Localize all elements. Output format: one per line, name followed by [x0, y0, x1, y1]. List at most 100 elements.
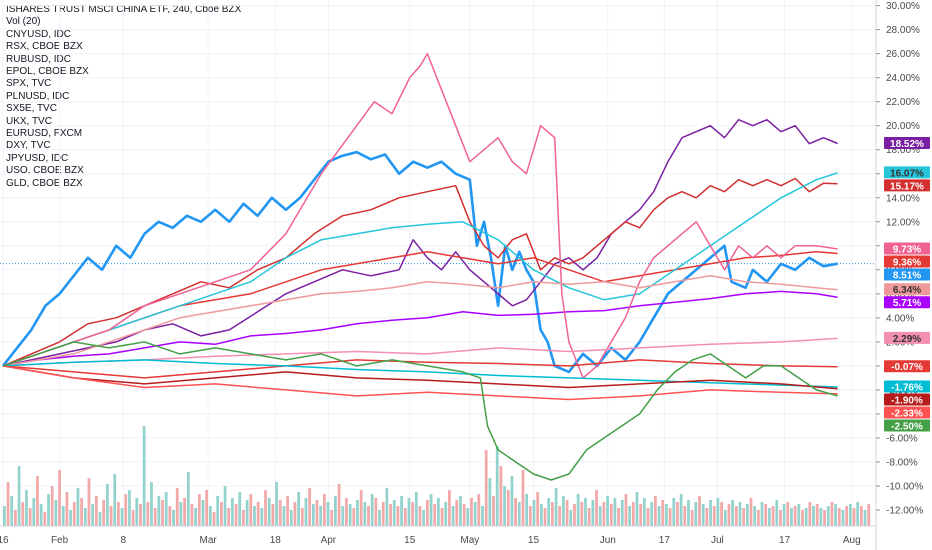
- y-tick-label: 14.00%: [886, 193, 920, 204]
- value-badge-label: 5.71%: [893, 298, 921, 309]
- volume-bar: [271, 504, 275, 526]
- volume-bar: [381, 502, 385, 526]
- volume-bar: [609, 504, 613, 526]
- value-badge-label: 15.17%: [890, 181, 924, 192]
- volume-bar: [756, 510, 760, 526]
- volume-bar: [334, 496, 337, 526]
- volume-bar: [576, 494, 580, 526]
- value-badge-label: 8.51%: [893, 271, 921, 282]
- volume-bar: [370, 494, 374, 526]
- volume-bar: [205, 490, 209, 526]
- volume-bar: [396, 506, 400, 526]
- volume-bar: [698, 496, 701, 526]
- series-line: [2, 275, 838, 367]
- volume-bar: [812, 506, 815, 526]
- volume-bar: [113, 474, 117, 526]
- volume-bar: [639, 504, 643, 526]
- value-badge-label: -1.76%: [891, 383, 923, 394]
- volume-bar: [830, 502, 834, 526]
- volume-bar: [539, 504, 543, 526]
- volume-bar: [672, 498, 676, 526]
- volume-bar: [124, 494, 128, 526]
- y-tick-label: 28.00%: [886, 25, 920, 36]
- series-line: [2, 177, 838, 367]
- legend-symbol: RUBUSD, IDC: [6, 53, 72, 65]
- volume-bar: [392, 500, 396, 526]
- x-tick-label: 17: [779, 535, 791, 546]
- volume-bar: [32, 498, 36, 526]
- value-badge-label: 2.29%: [893, 334, 921, 345]
- volume-bar: [234, 504, 238, 526]
- volume-bar: [562, 496, 565, 526]
- volume-bar: [164, 492, 168, 526]
- volume-bar: [10, 496, 14, 526]
- volume-bar: [815, 504, 819, 526]
- volume-bar: [161, 500, 164, 526]
- volume-bar: [598, 506, 602, 526]
- volume-bar: [418, 506, 422, 526]
- x-tick-label: Apr: [321, 535, 337, 546]
- volume-bar: [488, 478, 492, 526]
- volume-bar: [591, 500, 595, 526]
- volume-bar: [727, 504, 731, 526]
- volume-bar: [131, 510, 135, 526]
- volume-bar: [525, 494, 529, 526]
- volume-bar: [14, 510, 17, 526]
- volume-bar: [565, 500, 569, 526]
- volume-bar: [856, 502, 860, 526]
- volume-bar: [175, 488, 179, 526]
- series-line: [2, 341, 838, 481]
- legend-symbol: SPX, TVC: [6, 78, 52, 90]
- volume-bar: [808, 502, 812, 526]
- volume-bar: [216, 496, 220, 526]
- volume-bar: [459, 496, 462, 526]
- y-tick-label: 26.00%: [886, 49, 920, 60]
- legend-symbol: UKX, TVC: [6, 115, 52, 127]
- value-badge: 16.07%: [884, 166, 930, 179]
- volume-bar: [514, 498, 517, 526]
- x-tick-label: Mar: [200, 535, 218, 546]
- volume-bar: [98, 512, 102, 526]
- value-badge: -2.33%: [884, 406, 930, 420]
- volume-bar: [3, 506, 6, 526]
- volume-bar: [69, 510, 72, 526]
- x-tick-label: Aug: [843, 535, 861, 546]
- volume-bar: [6, 482, 10, 526]
- volume-bar: [345, 498, 348, 526]
- volume-bar: [117, 502, 120, 526]
- volume-bar: [569, 510, 573, 526]
- series-line: [1, 150, 838, 374]
- volume-bar: [190, 504, 194, 526]
- volume-bar: [293, 502, 297, 526]
- volume-bar: [554, 488, 558, 526]
- volume-bar: [451, 506, 455, 526]
- volume-bar: [521, 470, 525, 526]
- value-badge: 15.17%: [884, 179, 930, 192]
- volume-bar: [661, 500, 665, 526]
- volume-bar: [473, 502, 477, 526]
- volume-bar: [510, 476, 514, 526]
- value-badge: -1.90%: [884, 393, 930, 407]
- value-badge-label: -1.90%: [891, 396, 923, 407]
- volume-bar: [212, 512, 216, 526]
- volume-bar: [25, 490, 28, 526]
- volume-bar: [150, 482, 153, 526]
- volume-bar: [197, 494, 201, 526]
- volume-bar: [694, 502, 698, 526]
- volume-bar: [278, 500, 282, 526]
- value-badge: 5.71%: [884, 296, 930, 309]
- volume-bar: [779, 510, 782, 526]
- legend-symbol: JPYUSD, IDC: [6, 152, 69, 164]
- volume-bar: [837, 508, 841, 526]
- volume-bar: [135, 498, 139, 526]
- volume-bar: [300, 508, 304, 526]
- volume-bar: [602, 502, 606, 526]
- volume-bar: [367, 506, 370, 526]
- volume-bar: [745, 504, 749, 526]
- legend-symbol: EURUSD, FXCM: [6, 128, 83, 140]
- volume-bar: [477, 494, 481, 526]
- volume-bar: [790, 508, 793, 526]
- volume-bar: [705, 508, 709, 526]
- volume-bar: [845, 506, 849, 526]
